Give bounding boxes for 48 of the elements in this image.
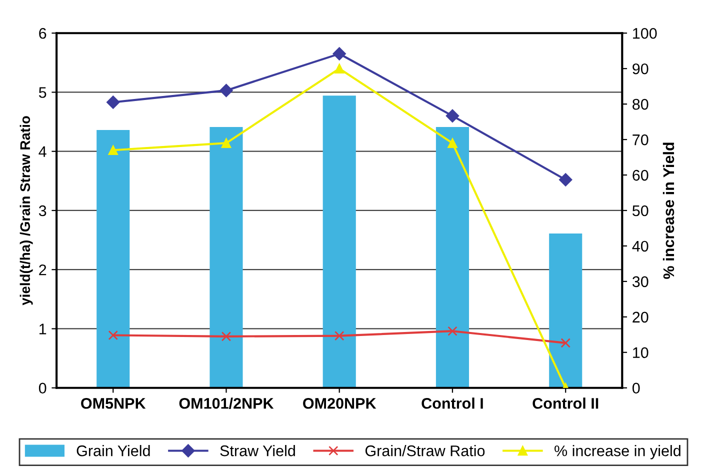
x-tick-label: OM20NPK: [303, 398, 376, 409]
bar: [436, 127, 470, 388]
y-tick-label: 0: [38, 382, 46, 394]
point: [221, 138, 232, 148]
x-tick-label: Control II: [532, 398, 598, 409]
y2-tick-label: 10: [633, 347, 648, 358]
y-tick-label: 6: [39, 28, 46, 39]
point: [448, 326, 458, 336]
point: [108, 330, 118, 340]
x-tick-label: OM101/2NPK: [179, 398, 274, 409]
x-tick-label: OM5NPK: [81, 398, 146, 409]
y-tick-label: 3: [38, 205, 46, 216]
bar: [322, 96, 356, 388]
bar: [96, 130, 130, 388]
point: [334, 330, 344, 341]
point: [446, 109, 460, 122]
point: [559, 173, 572, 186]
legend-label: Grain Yield: [76, 445, 150, 456]
y-tick-label: 1: [40, 324, 46, 334]
y2-axis-title: % increase in Yield: [662, 142, 674, 279]
bar: [549, 233, 582, 388]
y2-tick-label: 30: [632, 276, 648, 288]
y-tick-label: 2: [39, 264, 46, 276]
y2-tick-label: 60: [632, 170, 648, 181]
y2-tick-label: 100: [633, 28, 657, 39]
y2-tick-label: 0: [632, 382, 640, 394]
legend-label: Straw Yield: [220, 445, 295, 456]
point: [334, 64, 344, 74]
x-tick-label: Control I: [422, 398, 483, 409]
y2-tick-label: 90: [632, 63, 648, 74]
point: [332, 47, 346, 60]
y-axis-title: yield(t/ha) /Grain Straw Ratio: [20, 116, 33, 306]
y-tick-label: 4: [38, 146, 46, 157]
point: [220, 84, 233, 98]
point: [108, 145, 118, 156]
legend-label: % increase in yield: [554, 445, 680, 460]
y2-tick-label: 40: [632, 240, 648, 252]
y2-tick-label: 50: [632, 205, 648, 216]
y-tick-label: 5: [38, 87, 46, 98]
point: [448, 138, 458, 148]
y2-tick-label: 20: [632, 312, 648, 323]
y2-tick-label: 70: [632, 134, 648, 146]
point: [221, 332, 232, 342]
bar: [210, 127, 243, 388]
y2-tick-label: 80: [632, 98, 648, 110]
point: [106, 96, 120, 109]
legend-label: Grain/Straw Ratio: [365, 445, 485, 456]
point: [560, 338, 570, 348]
